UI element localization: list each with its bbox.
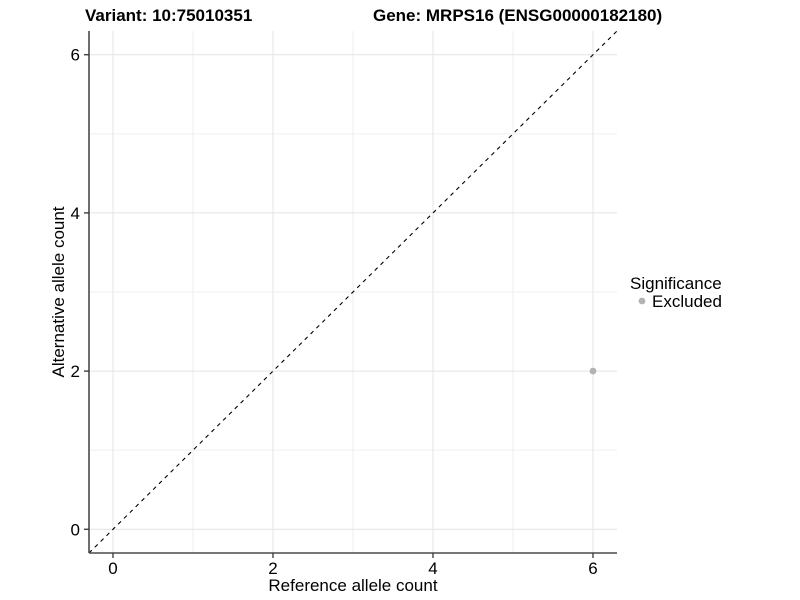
x-tick-label: 2	[268, 559, 277, 578]
y-axis-title: Alternative allele count	[49, 206, 68, 377]
x-tick-labels: 0 2 4 6	[108, 559, 597, 578]
axis-lines	[88, 31, 617, 554]
y-tick-label: 0	[71, 520, 80, 539]
legend-key-point-icon	[638, 297, 646, 305]
y-tick-label: 4	[71, 204, 80, 223]
y-tick-label: 6	[71, 46, 80, 65]
y-tick-label: 2	[71, 362, 80, 381]
data-point	[589, 367, 597, 375]
legend: Significance Excluded	[630, 274, 722, 311]
legend-entry-label: Excluded	[652, 292, 722, 311]
plot-title-gene: Gene: MRPS16 (ENSG00000182180)	[373, 6, 662, 25]
x-axis-title: Reference allele count	[268, 576, 437, 595]
identity-reference-line	[88, 30, 618, 554]
x-tick-label: 0	[108, 559, 117, 578]
x-tick-label: 4	[428, 559, 437, 578]
data-points	[589, 367, 597, 375]
y-tick-labels: 0 2 4 6	[71, 46, 80, 540]
legend-title: Significance	[630, 274, 722, 293]
axis-tick-marks	[84, 54, 594, 558]
gridlines-major	[89, 31, 617, 553]
plot-title-variant: Variant: 10:75010351	[85, 6, 252, 25]
x-tick-label: 6	[588, 559, 597, 578]
